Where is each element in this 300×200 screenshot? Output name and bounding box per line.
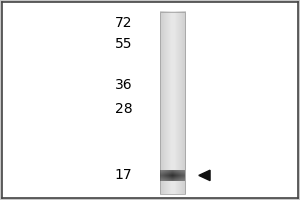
Text: 17: 17: [115, 168, 132, 182]
Bar: [160, 12, 185, 194]
Text: 28: 28: [115, 102, 132, 116]
Polygon shape: [199, 170, 210, 181]
Text: 72: 72: [115, 16, 132, 30]
Text: 55: 55: [115, 37, 132, 51]
Text: 36: 36: [115, 78, 132, 92]
